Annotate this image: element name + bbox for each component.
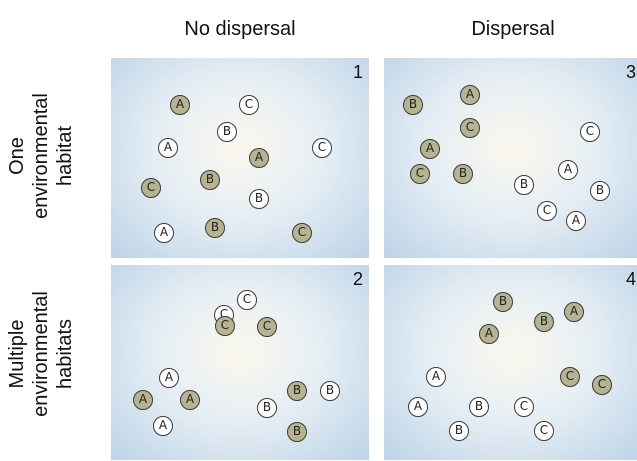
circle-a-filled: A bbox=[249, 148, 269, 168]
circle-b-filled: B bbox=[200, 170, 220, 190]
circle-b-empty: B bbox=[590, 181, 610, 201]
circle-c-filled: C bbox=[141, 178, 161, 198]
circle-b-filled: B bbox=[403, 95, 423, 115]
circle-a-filled: A bbox=[460, 85, 480, 105]
circle-a-empty: A bbox=[426, 367, 446, 387]
circle-b-filled: B bbox=[493, 292, 513, 312]
circle-b-empty: B bbox=[320, 381, 340, 401]
panel-number: 4 bbox=[625, 269, 636, 289]
circle-c-empty: C bbox=[237, 290, 257, 310]
circle-b-empty: B bbox=[449, 421, 469, 441]
row-header-line: environmental bbox=[30, 291, 52, 417]
circle-a-filled: A bbox=[180, 390, 200, 410]
circle-c-empty: C bbox=[239, 95, 259, 115]
circle-a-empty: A bbox=[408, 397, 428, 417]
row-header-line: Multiple bbox=[6, 319, 28, 389]
circle-b-filled: B bbox=[287, 422, 307, 442]
circle-a-empty: A bbox=[158, 138, 178, 158]
circle-a-filled: A bbox=[170, 95, 190, 115]
circle-b-filled: B bbox=[534, 312, 554, 332]
row-header-line: habitats bbox=[54, 318, 76, 390]
circle-c-empty: C bbox=[534, 421, 554, 441]
circle-a-filled: A bbox=[133, 390, 153, 410]
circle-c-filled: C bbox=[560, 367, 580, 387]
panel-number: 3 bbox=[625, 62, 636, 82]
row-header-one-habitat: One environmental habitat bbox=[5, 56, 77, 256]
panel-number: 2 bbox=[352, 269, 363, 289]
circle-a-empty: A bbox=[159, 368, 179, 388]
circle-c-filled: C bbox=[592, 375, 612, 395]
circle-b-empty: B bbox=[469, 397, 489, 417]
circle-a-empty: A bbox=[566, 211, 586, 231]
circle-a-empty: A bbox=[154, 223, 174, 243]
circle-b-empty: B bbox=[249, 189, 269, 209]
circle-b-empty: B bbox=[257, 398, 277, 418]
circle-c-empty: C bbox=[580, 122, 600, 142]
circle-a-empty: A bbox=[153, 416, 173, 436]
circle-b-filled: B bbox=[453, 164, 473, 184]
circle-b-empty: B bbox=[514, 175, 534, 195]
circle-c-filled: C bbox=[292, 223, 312, 243]
circle-c-empty: C bbox=[514, 397, 534, 417]
circle-c-empty: C bbox=[537, 201, 557, 221]
circle-b-empty: B bbox=[217, 122, 237, 142]
circle-c-filled: C bbox=[215, 316, 235, 336]
circle-c-filled: C bbox=[410, 164, 430, 184]
circle-c-empty: C bbox=[312, 138, 332, 158]
column-header-dispersal: Dispersal bbox=[471, 18, 555, 40]
row-header-line: habitat bbox=[54, 125, 76, 187]
circle-c-filled: C bbox=[460, 118, 480, 138]
circle-c-filled: C bbox=[257, 317, 277, 337]
column-header-no-dispersal: No dispersal bbox=[184, 18, 296, 40]
circle-a-filled: A bbox=[564, 302, 584, 322]
circle-a-empty: A bbox=[558, 160, 578, 180]
row-header-multiple-habitats: Multiple environmental habitats bbox=[5, 254, 77, 454]
row-header-line: One bbox=[6, 137, 28, 175]
circle-a-filled: A bbox=[420, 139, 440, 159]
panel-number: 1 bbox=[352, 62, 363, 82]
circle-b-filled: B bbox=[287, 381, 307, 401]
circle-a-filled: A bbox=[479, 324, 499, 344]
row-header-line: environmental bbox=[30, 93, 52, 219]
circle-b-filled: B bbox=[205, 218, 225, 238]
